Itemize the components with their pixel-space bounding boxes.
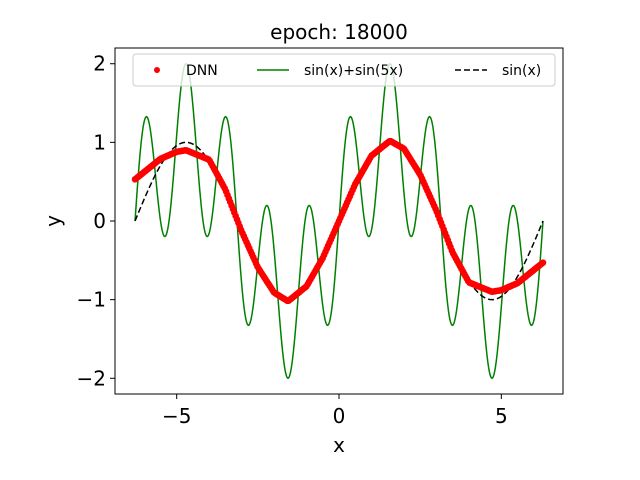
series-layer (131, 62, 547, 380)
legend-box (132, 53, 556, 87)
legend-entry-1: sin(x)+sin(5x) (257, 63, 403, 79)
legend-entry-2: sin(x) (455, 63, 541, 79)
dnn-point (539, 259, 547, 266)
y-tick-label: −1 (77, 288, 106, 312)
legend-entry-0: DNN (154, 63, 218, 79)
y-axis-label: y (41, 215, 65, 227)
legend-handle (154, 67, 160, 73)
x-axis-label: x (333, 433, 345, 457)
legend-label: DNN (186, 63, 218, 79)
x-tick-label: 5 (495, 404, 508, 428)
series-dots-0 (131, 137, 547, 305)
y-tick-label: 2 (93, 52, 106, 76)
y-tick-label: −2 (77, 366, 106, 390)
y-tick-label: 0 (93, 209, 106, 233)
legend-label: sin(x) (502, 63, 541, 79)
y-tick-label: 1 (93, 130, 106, 154)
chart-title: epoch: 18000 (270, 20, 408, 44)
x-tick-label: 0 (333, 404, 346, 428)
legend-label: sin(x)+sin(5x) (304, 63, 403, 79)
legend: DNN sin(x)+sin(5x) sin(x) (132, 53, 556, 87)
ticks-layer: −5 0 5 −2 −1 0 1 2 (77, 52, 508, 428)
x-tick-label: −5 (162, 404, 191, 428)
